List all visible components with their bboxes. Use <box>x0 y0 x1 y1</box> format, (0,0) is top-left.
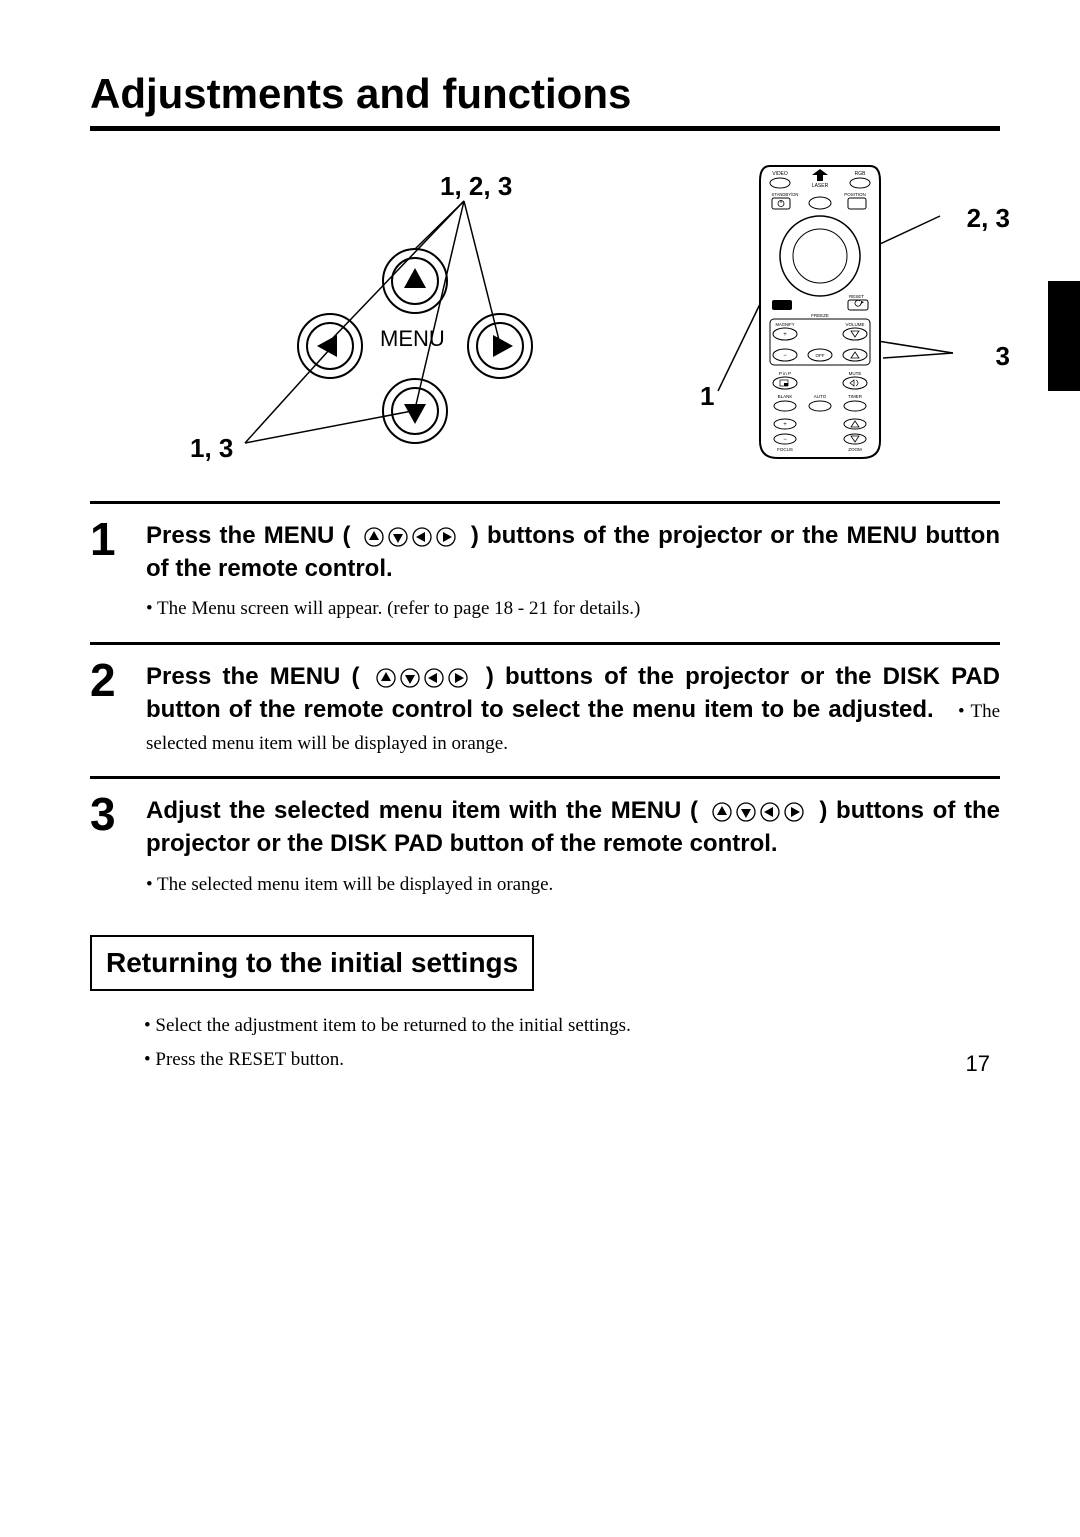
side-tab <box>1048 281 1080 391</box>
step-number: 3 <box>90 791 126 899</box>
menu-right-button <box>465 311 535 381</box>
arrow-icons <box>375 661 471 693</box>
callout-remote-left: 1 <box>700 381 714 412</box>
callout-remote-lower: 3 <box>996 341 1010 372</box>
step-3: 3 Adjust the selected menu item with the… <box>90 791 1000 899</box>
svg-text:−: − <box>783 353 787 359</box>
step-number: 1 <box>90 516 126 624</box>
step-rule-2 <box>90 642 1000 645</box>
svg-text:+: + <box>783 422 787 428</box>
callout-top: 1, 2, 3 <box>440 171 512 202</box>
remote-focus-label: FOCUS <box>777 447 793 452</box>
remote-freeze-label: FREEZE <box>811 313 829 318</box>
svg-text:+: + <box>783 332 787 338</box>
remote-reset-label: RESET <box>849 294 864 299</box>
arrow-icons <box>363 520 459 552</box>
page-number: 17 <box>966 1051 990 1077</box>
menu-down-button <box>380 376 450 446</box>
step-1: 1 Press the MENU ( ) buttons of the proj… <box>90 516 1000 624</box>
menu-diagram: 1, 2, 3 1, 3 MENU <box>190 161 660 461</box>
remote-timer-label: TIMER <box>848 394 863 399</box>
remote-zoom-label: ZOOM <box>848 447 862 452</box>
step-rule-1 <box>90 501 1000 504</box>
remote-magnify-label: MAGNIFY <box>775 322 794 327</box>
step-headline: Press the MENU ( ) buttons of the projec… <box>146 520 1000 585</box>
return-item: • Press the RESET button. <box>144 1043 1000 1077</box>
remote-auto-label: AUTO <box>814 394 827 399</box>
return-heading: Returning to the initial settings <box>90 935 534 991</box>
remote-video-label: VIDEO <box>772 171 788 177</box>
remote-diagram: 2, 3 3 1 LASER VIDEO RGB <box>680 161 1000 461</box>
step-rule-3 <box>90 776 1000 779</box>
remote-body: LASER VIDEO RGB STANDBY/ON POSITION <box>750 161 890 461</box>
step-note: • The selected menu item will be display… <box>146 871 1000 900</box>
remote-standby-label: STANDBY/ON <box>772 192 799 197</box>
remote-position-label: POSITION <box>844 192 866 197</box>
remote-laser-label: LASER <box>812 183 829 189</box>
diagram-row: 1, 2, 3 1, 3 MENU <box>90 161 1000 461</box>
page-title: Adjustments and functions <box>90 70 1000 118</box>
arrow-icons <box>711 796 807 828</box>
step-headline: Press the MENU ( ) buttons of the projec… <box>146 661 1000 759</box>
step-text-before: Press the MENU ( <box>146 663 360 690</box>
title-rule <box>90 126 1000 131</box>
menu-left-button <box>295 311 365 381</box>
callout-bottom-left: 1, 3 <box>190 433 233 464</box>
step-2: 2 Press the MENU ( ) buttons of the proj… <box>90 657 1000 759</box>
step-text-before: Press the MENU ( <box>146 522 351 549</box>
step-text-before: Adjust the selected menu item with the M… <box>146 797 698 824</box>
step-headline: Adjust the selected menu item with the M… <box>146 795 1000 860</box>
remote-mute-label: MUTE <box>849 371 862 376</box>
menu-up-button <box>380 246 450 316</box>
remote-blank-label: BLANK <box>778 394 793 399</box>
remote-rgb-label: RGB <box>855 171 867 177</box>
menu-label: MENU <box>380 326 445 352</box>
svg-text:−: − <box>783 437 787 443</box>
callout-remote-upper: 2, 3 <box>967 203 1010 234</box>
remote-volume-label: VOLUME <box>845 322 864 327</box>
remote-pinp-label: P in P <box>779 371 791 376</box>
step-number: 2 <box>90 657 126 759</box>
return-list: • Select the adjustment item to be retur… <box>90 1009 1000 1077</box>
remote-off-label: OFF <box>816 353 825 358</box>
return-item: • Select the adjustment item to be retur… <box>144 1009 1000 1043</box>
step-note: • The Menu screen will appear. (refer to… <box>146 595 1000 624</box>
